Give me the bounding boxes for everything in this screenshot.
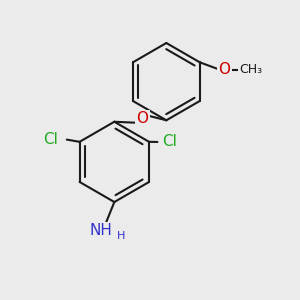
Text: Cl: Cl [43,132,58,147]
Text: CH₃: CH₃ [239,63,262,76]
Text: H: H [117,231,126,241]
Text: Cl: Cl [162,134,177,149]
Text: O: O [136,111,148,126]
Text: NH: NH [89,223,112,238]
Text: O: O [218,62,230,77]
